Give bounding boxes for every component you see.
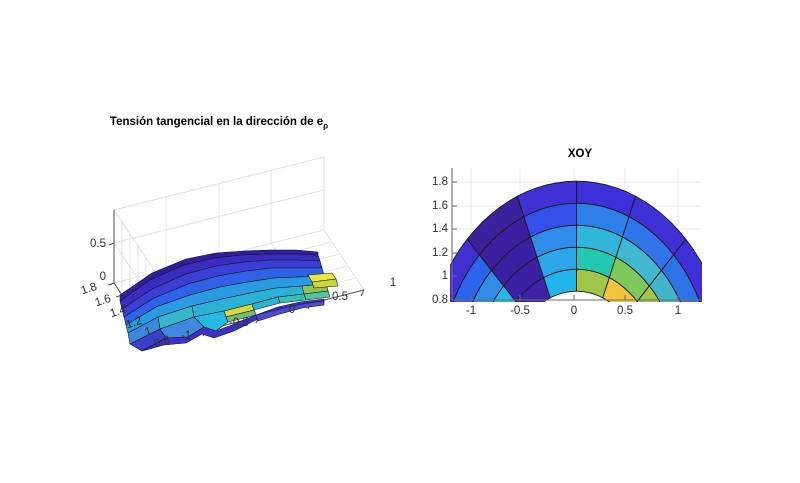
right-ytick-1.4: 1.4 (432, 223, 448, 235)
right-ytick-1.8: 1.8 (432, 176, 448, 188)
right-xtick-0.5: 0.5 (617, 305, 633, 317)
left-xtick--1: -1 (180, 330, 192, 342)
left-plot-title-text: Tensión tangencial en la dirección de e (109, 116, 324, 128)
right-xtick-1: 1 (674, 305, 682, 317)
left-xtick--0.5: -0.5 (229, 317, 249, 329)
right-ytick-1.2: 1.2 (432, 247, 448, 259)
heatmap-cell-r4-s6 (673, 238, 702, 302)
z-axis (108, 210, 115, 286)
right-ytick-1: 1 (441, 270, 448, 282)
right-plot-axes (450, 168, 702, 302)
left-plot-title-subscript: ρ (323, 121, 329, 131)
polar-mesh (450, 180, 702, 302)
left-plot-3d-axes (107, 156, 365, 352)
left-xtick-0.5: 0.5 (332, 291, 348, 303)
surface-mesh (119, 249, 339, 352)
left-xtick-1: 1 (389, 277, 397, 289)
right-xtick-0: 0 (570, 305, 578, 317)
left-xtick-0: 0 (288, 304, 296, 316)
left-ztick-0: 0 (99, 271, 106, 283)
right-ytick-1.6: 1.6 (432, 200, 448, 212)
left-plot-title: Tensión tangencial en la dirección de eρ (88, 116, 350, 130)
right-plot-title: XOY (567, 148, 593, 160)
right-xtick--0.5: -0.5 (510, 305, 530, 317)
right-xtick--1: -1 (465, 305, 477, 317)
right-plot-axis-lines (451, 168, 701, 301)
right-ytick-0.8: 0.8 (432, 294, 448, 306)
left-ztick-0.5: 0.5 (90, 238, 106, 250)
